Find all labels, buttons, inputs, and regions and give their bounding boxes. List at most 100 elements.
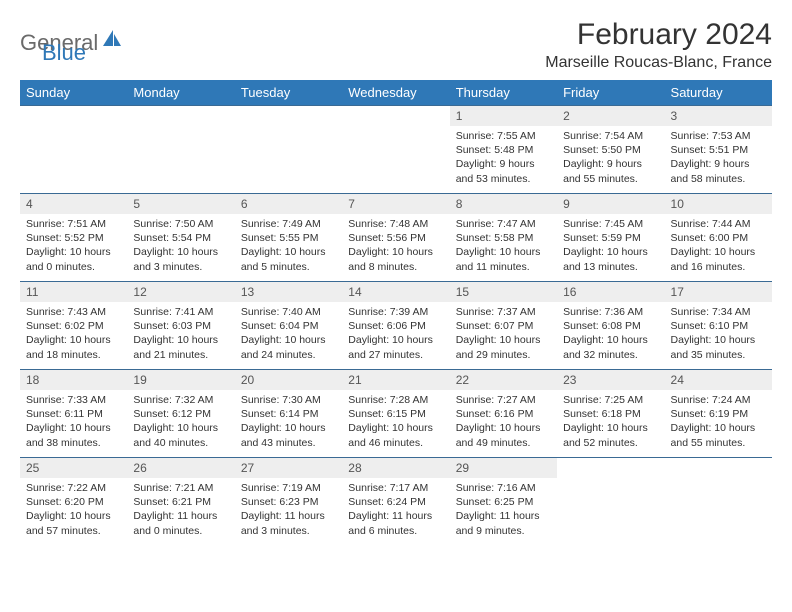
daylight-line: Daylight: 10 hours and 24 minutes. xyxy=(241,333,336,361)
day-cell: 22Sunrise: 7:27 AMSunset: 6:16 PMDayligh… xyxy=(450,370,557,458)
sunrise-line: Sunrise: 7:28 AM xyxy=(348,393,443,407)
daylight-line: Daylight: 10 hours and 40 minutes. xyxy=(133,421,228,449)
daylight-line: Daylight: 10 hours and 11 minutes. xyxy=(456,245,551,273)
day-details: Sunrise: 7:36 AMSunset: 6:08 PMDaylight:… xyxy=(557,302,664,366)
day-cell: 12Sunrise: 7:41 AMSunset: 6:03 PMDayligh… xyxy=(127,282,234,370)
day-number: 22 xyxy=(450,370,557,390)
day-number: 25 xyxy=(20,458,127,478)
day-details: Sunrise: 7:16 AMSunset: 6:25 PMDaylight:… xyxy=(450,478,557,542)
day-details: Sunrise: 7:34 AMSunset: 6:10 PMDaylight:… xyxy=(665,302,772,366)
day-number: 16 xyxy=(557,282,664,302)
sunset-line: Sunset: 5:55 PM xyxy=(241,231,336,245)
day-cell: 2Sunrise: 7:54 AMSunset: 5:50 PMDaylight… xyxy=(557,106,664,194)
day-details: Sunrise: 7:47 AMSunset: 5:58 PMDaylight:… xyxy=(450,214,557,278)
weekday-header: Wednesday xyxy=(342,80,449,106)
day-number: 7 xyxy=(342,194,449,214)
day-cell: 14Sunrise: 7:39 AMSunset: 6:06 PMDayligh… xyxy=(342,282,449,370)
sunset-line: Sunset: 5:48 PM xyxy=(456,143,551,157)
sunrise-line: Sunrise: 7:44 AM xyxy=(671,217,766,231)
sunrise-line: Sunrise: 7:51 AM xyxy=(26,217,121,231)
day-cell: 4Sunrise: 7:51 AMSunset: 5:52 PMDaylight… xyxy=(20,194,127,282)
day-details: Sunrise: 7:33 AMSunset: 6:11 PMDaylight:… xyxy=(20,390,127,454)
daylight-line: Daylight: 10 hours and 52 minutes. xyxy=(563,421,658,449)
day-details: Sunrise: 7:30 AMSunset: 6:14 PMDaylight:… xyxy=(235,390,342,454)
day-cell: 5Sunrise: 7:50 AMSunset: 5:54 PMDaylight… xyxy=(127,194,234,282)
sunset-line: Sunset: 6:00 PM xyxy=(671,231,766,245)
sunrise-line: Sunrise: 7:39 AM xyxy=(348,305,443,319)
day-details: Sunrise: 7:48 AMSunset: 5:56 PMDaylight:… xyxy=(342,214,449,278)
day-details: Sunrise: 7:43 AMSunset: 6:02 PMDaylight:… xyxy=(20,302,127,366)
daylight-line: Daylight: 10 hours and 46 minutes. xyxy=(348,421,443,449)
day-cell: 6Sunrise: 7:49 AMSunset: 5:55 PMDaylight… xyxy=(235,194,342,282)
sunrise-line: Sunrise: 7:33 AM xyxy=(26,393,121,407)
weekday-header: Thursday xyxy=(450,80,557,106)
sunset-line: Sunset: 6:08 PM xyxy=(563,319,658,333)
sunset-line: Sunset: 6:02 PM xyxy=(26,319,121,333)
sunset-line: Sunset: 6:24 PM xyxy=(348,495,443,509)
day-number: 20 xyxy=(235,370,342,390)
day-number: 15 xyxy=(450,282,557,302)
sunrise-line: Sunrise: 7:54 AM xyxy=(563,129,658,143)
day-details: Sunrise: 7:50 AMSunset: 5:54 PMDaylight:… xyxy=(127,214,234,278)
day-cell: 23Sunrise: 7:25 AMSunset: 6:18 PMDayligh… xyxy=(557,370,664,458)
sunrise-line: Sunrise: 7:22 AM xyxy=(26,481,121,495)
day-number: 17 xyxy=(665,282,772,302)
month-title: February 2024 xyxy=(545,18,772,52)
day-number: 6 xyxy=(235,194,342,214)
day-details: Sunrise: 7:41 AMSunset: 6:03 PMDaylight:… xyxy=(127,302,234,366)
day-number: 21 xyxy=(342,370,449,390)
empty-cell xyxy=(235,106,342,194)
sunrise-line: Sunrise: 7:45 AM xyxy=(563,217,658,231)
sunrise-line: Sunrise: 7:34 AM xyxy=(671,305,766,319)
sunset-line: Sunset: 6:18 PM xyxy=(563,407,658,421)
daylight-line: Daylight: 10 hours and 55 minutes. xyxy=(671,421,766,449)
empty-cell xyxy=(342,106,449,194)
day-cell: 8Sunrise: 7:47 AMSunset: 5:58 PMDaylight… xyxy=(450,194,557,282)
daylight-line: Daylight: 10 hours and 57 minutes. xyxy=(26,509,121,537)
sunrise-line: Sunrise: 7:48 AM xyxy=(348,217,443,231)
sunrise-line: Sunrise: 7:25 AM xyxy=(563,393,658,407)
sunrise-line: Sunrise: 7:30 AM xyxy=(241,393,336,407)
sunrise-line: Sunrise: 7:53 AM xyxy=(671,129,766,143)
day-details: Sunrise: 7:32 AMSunset: 6:12 PMDaylight:… xyxy=(127,390,234,454)
daylight-line: Daylight: 10 hours and 8 minutes. xyxy=(348,245,443,273)
empty-cell xyxy=(557,458,664,546)
day-details: Sunrise: 7:45 AMSunset: 5:59 PMDaylight:… xyxy=(557,214,664,278)
day-number: 14 xyxy=(342,282,449,302)
day-cell: 3Sunrise: 7:53 AMSunset: 5:51 PMDaylight… xyxy=(665,106,772,194)
daylight-line: Daylight: 10 hours and 38 minutes. xyxy=(26,421,121,449)
daylight-line: Daylight: 9 hours and 53 minutes. xyxy=(456,157,551,185)
sunrise-line: Sunrise: 7:36 AM xyxy=(563,305,658,319)
header: General Blue February 2024 Marseille Rou… xyxy=(20,18,772,72)
sunrise-line: Sunrise: 7:32 AM xyxy=(133,393,228,407)
daylight-line: Daylight: 10 hours and 29 minutes. xyxy=(456,333,551,361)
day-number: 12 xyxy=(127,282,234,302)
day-number: 9 xyxy=(557,194,664,214)
day-details: Sunrise: 7:44 AMSunset: 6:00 PMDaylight:… xyxy=(665,214,772,278)
day-number: 28 xyxy=(342,458,449,478)
day-number: 5 xyxy=(127,194,234,214)
daylight-line: Daylight: 10 hours and 32 minutes. xyxy=(563,333,658,361)
day-number: 2 xyxy=(557,106,664,126)
sunset-line: Sunset: 6:23 PM xyxy=(241,495,336,509)
day-details: Sunrise: 7:24 AMSunset: 6:19 PMDaylight:… xyxy=(665,390,772,454)
sunset-line: Sunset: 6:03 PM xyxy=(133,319,228,333)
sunrise-line: Sunrise: 7:21 AM xyxy=(133,481,228,495)
weekday-header: Friday xyxy=(557,80,664,106)
daylight-line: Daylight: 10 hours and 13 minutes. xyxy=(563,245,658,273)
day-details: Sunrise: 7:49 AMSunset: 5:55 PMDaylight:… xyxy=(235,214,342,278)
sunset-line: Sunset: 5:59 PM xyxy=(563,231,658,245)
daylight-line: Daylight: 10 hours and 16 minutes. xyxy=(671,245,766,273)
day-cell: 17Sunrise: 7:34 AMSunset: 6:10 PMDayligh… xyxy=(665,282,772,370)
empty-cell xyxy=(127,106,234,194)
sunrise-line: Sunrise: 7:40 AM xyxy=(241,305,336,319)
daylight-line: Daylight: 11 hours and 9 minutes. xyxy=(456,509,551,537)
sunset-line: Sunset: 6:06 PM xyxy=(348,319,443,333)
daylight-line: Daylight: 9 hours and 55 minutes. xyxy=(563,157,658,185)
sunrise-line: Sunrise: 7:16 AM xyxy=(456,481,551,495)
sunset-line: Sunset: 5:58 PM xyxy=(456,231,551,245)
daylight-line: Daylight: 10 hours and 0 minutes. xyxy=(26,245,121,273)
day-cell: 29Sunrise: 7:16 AMSunset: 6:25 PMDayligh… xyxy=(450,458,557,546)
day-details: Sunrise: 7:19 AMSunset: 6:23 PMDaylight:… xyxy=(235,478,342,542)
calendar-table: SundayMondayTuesdayWednesdayThursdayFrid… xyxy=(20,80,772,546)
